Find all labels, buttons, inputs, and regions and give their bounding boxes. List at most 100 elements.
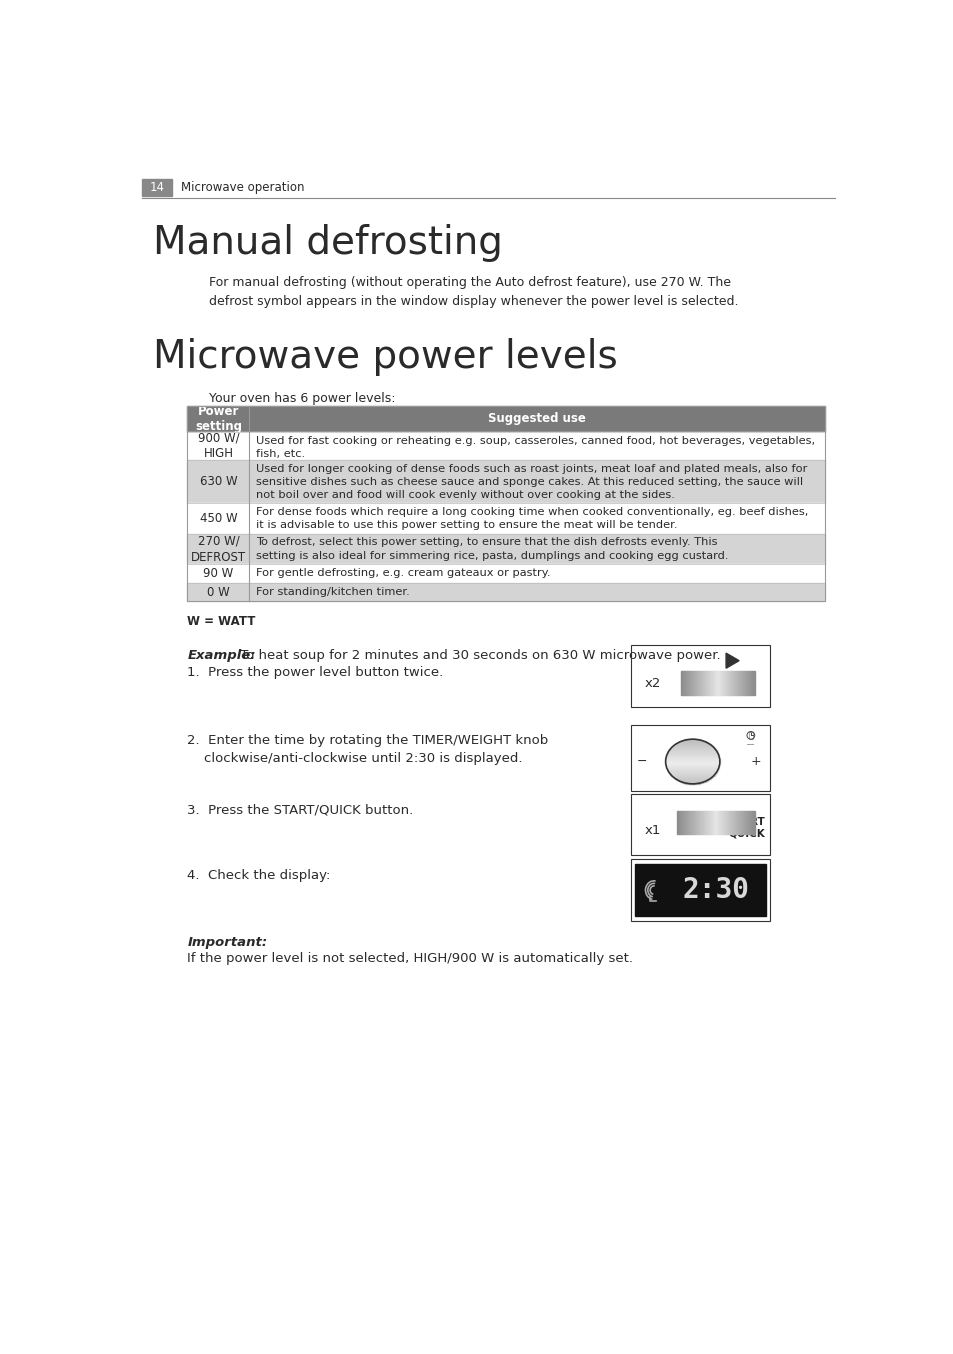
Bar [671, 746, 713, 749]
Bar [187, 460, 823, 502]
Bar [665, 756, 719, 757]
Text: 1.  Press the power level button twice.: 1. Press the power level button twice. [187, 666, 443, 680]
Text: If the power level is not selected, HIGH/900 W is automatically set.: If the power level is not selected, HIGH… [187, 952, 633, 965]
Bar [630, 724, 769, 791]
Bar [187, 406, 823, 601]
Text: START: START [728, 818, 764, 827]
Bar [635, 864, 765, 917]
Bar [665, 761, 720, 762]
Bar [675, 743, 710, 746]
Bar [667, 769, 717, 770]
Text: 4.  Check the display:: 4. Check the display: [187, 868, 331, 881]
Text: For gentle defrosting, e.g. cream gateaux or pastry.: For gentle defrosting, e.g. cream gateau… [255, 569, 550, 578]
Bar [670, 747, 714, 749]
Bar [676, 743, 708, 745]
Bar [665, 758, 719, 760]
Text: Example:: Example: [187, 649, 255, 662]
Text: W = WATT: W = WATT [187, 615, 255, 628]
Bar [684, 783, 700, 784]
Bar [679, 741, 705, 743]
Bar [668, 750, 716, 751]
Text: For manual defrosting (without operating the Auto defrost feature), use 270 W. T: For manual defrosting (without operating… [209, 276, 738, 307]
Text: 900 W/
HIGH: 900 W/ HIGH [197, 432, 239, 460]
Text: Suggested use: Suggested use [488, 413, 585, 425]
Text: x2: x2 [644, 677, 660, 691]
Bar [665, 761, 720, 762]
Bar [678, 742, 707, 743]
Bar [630, 646, 769, 707]
Bar [666, 754, 718, 756]
Bar [673, 745, 711, 746]
Bar [665, 764, 719, 765]
Text: Used for fast cooking or reheating e.g. soup, casseroles, canned food, hot bever: Used for fast cooking or reheating e.g. … [255, 436, 814, 459]
Bar [684, 739, 700, 741]
Text: QUICK: QUICK [728, 829, 764, 839]
Bar [665, 762, 720, 764]
Bar [672, 776, 712, 777]
Bar [668, 772, 716, 773]
Text: 2.  Enter the time by rotating the TIMER/WEIGHT knob
    clockwise/anti-clockwis: 2. Enter the time by rotating the TIMER/… [187, 734, 548, 765]
Bar [630, 860, 769, 921]
Polygon shape [725, 653, 739, 669]
Text: 450 W: 450 W [199, 512, 237, 525]
Bar [665, 764, 719, 765]
Text: 630 W: 630 W [199, 475, 237, 487]
Bar [667, 770, 717, 772]
Bar [666, 768, 718, 769]
Text: Microwave power levels: Microwave power levels [153, 338, 618, 376]
Bar [669, 749, 716, 751]
Bar [665, 765, 719, 766]
Bar [667, 751, 717, 753]
Bar [667, 751, 717, 754]
Text: ―: ― [746, 742, 754, 747]
Text: Used for longer cooking of dense foods such as roast joints, meat loaf and plate: Used for longer cooking of dense foods s… [255, 463, 806, 500]
Bar [142, 180, 172, 196]
Bar [681, 781, 702, 783]
Bar [665, 766, 719, 768]
Bar [672, 746, 712, 747]
Text: To defrost, select this power setting, to ensure that the dish defrosts evenly. : To defrost, select this power setting, t… [255, 538, 727, 561]
Text: 90 W: 90 W [203, 567, 233, 580]
Bar [187, 584, 823, 601]
Text: Microwave operation: Microwave operation [181, 181, 304, 195]
Bar [666, 766, 719, 768]
Bar [669, 772, 716, 773]
Text: Manual defrosting: Manual defrosting [153, 223, 502, 263]
Bar [187, 406, 823, 432]
Bar [676, 779, 708, 780]
Text: +: + [750, 756, 760, 768]
Text: 0 W: 0 W [207, 586, 230, 598]
Text: 2:30: 2:30 [681, 876, 749, 904]
Text: Important:: Important: [187, 937, 267, 949]
Bar [630, 793, 769, 856]
Bar [669, 773, 715, 774]
Bar [665, 760, 720, 761]
Bar [681, 741, 702, 742]
Bar [666, 754, 719, 757]
Bar [679, 780, 705, 781]
Bar [675, 777, 710, 779]
Bar [665, 758, 719, 760]
Bar [669, 749, 715, 750]
Bar [187, 533, 823, 565]
Bar [187, 502, 823, 533]
Bar [665, 757, 719, 758]
Bar [673, 777, 711, 779]
Text: 270 W/
DEFROST: 270 W/ DEFROST [191, 535, 246, 563]
Text: Power
setting: Power setting [194, 405, 242, 433]
Text: Your oven has 6 power levels:: Your oven has 6 power levels: [209, 391, 395, 405]
Text: For dense foods which require a long cooking time when cooked conventionally, eg: For dense foods which require a long coo… [255, 506, 807, 529]
Bar [670, 774, 714, 776]
Bar [187, 432, 823, 460]
Bar [671, 774, 713, 776]
Bar [678, 780, 707, 781]
Bar [666, 753, 718, 754]
Text: To heat soup for 2 minutes and 30 seconds on 630 W microwave power.: To heat soup for 2 minutes and 30 second… [236, 649, 720, 662]
Text: ⧖: ⧖ [747, 731, 753, 739]
Text: −: − [636, 756, 646, 768]
Text: 3.  Press the START/QUICK button.: 3. Press the START/QUICK button. [187, 803, 414, 816]
Bar [187, 565, 823, 584]
Text: For standing/kitchen timer.: For standing/kitchen timer. [255, 586, 409, 597]
Text: x1: x1 [644, 825, 660, 837]
Text: 14: 14 [150, 181, 165, 195]
